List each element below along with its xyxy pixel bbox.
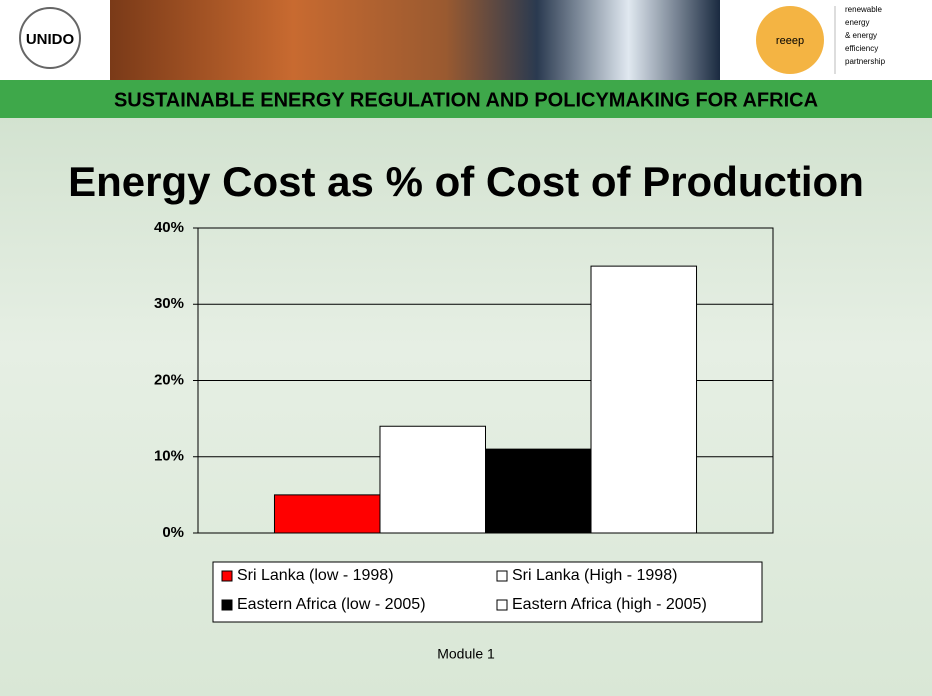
legend-label: Sri Lanka (low - 1998) xyxy=(237,567,394,584)
bar xyxy=(590,265,698,534)
legend-swatch xyxy=(221,599,233,611)
bar xyxy=(273,494,381,534)
legend-swatch xyxy=(496,570,508,582)
y-tick-label: 20% xyxy=(154,371,184,388)
logo-right-text: & energy xyxy=(845,31,877,40)
bar xyxy=(379,425,486,534)
y-tick-label: 40% xyxy=(154,219,184,236)
logo-left: UNIDO xyxy=(26,31,75,48)
chart-title: Energy Cost as % of Cost of Production xyxy=(68,158,864,205)
y-tick-label: 30% xyxy=(154,295,184,312)
y-tick-label: 10% xyxy=(154,448,184,465)
legend xyxy=(212,561,763,623)
logo-right-text: energy xyxy=(845,18,869,27)
logo-left-emblem xyxy=(19,7,81,69)
logo-right-text: renewable xyxy=(845,5,882,14)
legend-swatch xyxy=(221,570,233,582)
logo-right-emblem xyxy=(756,6,824,74)
legend-label: Eastern Africa (high - 2005) xyxy=(512,596,707,613)
y-tick-label: 0% xyxy=(162,524,184,541)
header-image xyxy=(110,0,720,80)
legend-swatch xyxy=(496,599,508,611)
logo-right-text: partnership xyxy=(845,57,886,66)
banner-bar xyxy=(0,80,932,118)
logo-right-text: efficiency xyxy=(845,44,878,53)
banner: SUSTAINABLE ENERGY REGULATION AND POLICY… xyxy=(114,89,818,111)
bar xyxy=(485,448,592,534)
legend-label: Eastern Africa (low - 2005) xyxy=(237,596,426,613)
footer: Module 1 xyxy=(437,646,495,662)
legend-label: Sri Lanka (High - 1998) xyxy=(512,567,677,584)
logo-right-mark: reeep xyxy=(776,35,804,47)
